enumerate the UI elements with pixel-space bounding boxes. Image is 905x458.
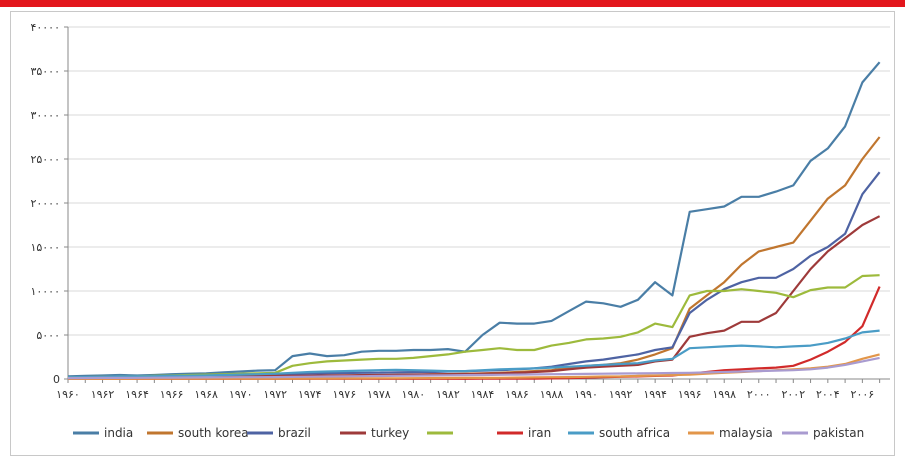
legend-label: turkey <box>371 426 409 440</box>
x-tick-label: ۱۹۶۴ <box>125 388 149 401</box>
x-tick-label: ۱۹۹۴ <box>643 388 667 401</box>
x-tick-label: ۱۹۸۴ <box>471 388 495 401</box>
series-line <box>67 61 881 378</box>
legend-label: pakistan <box>813 426 864 440</box>
x-tick-label: ۱۹۶۲ <box>91 388 115 401</box>
legend-label: malaysia <box>719 426 773 440</box>
gridlines <box>68 26 890 336</box>
y-tick-label: 0 <box>53 373 60 386</box>
y-tick-label: ۳۵۰۰۰ <box>30 65 60 78</box>
x-tick-label: ۱۹۷۲ <box>263 388 287 401</box>
series-line <box>68 286 881 380</box>
y-tick-labels: 0 ۵۰۰۰ ۱۰۰۰۰ ۱۵۰۰۰ ۲۰۰۰۰ ۲۵۰۰۰ ۳۰۰۰۰ ۳۵۰۰۰ ۴۰۰۰۰ <box>30 21 60 386</box>
legend-label: iran <box>528 426 551 440</box>
x-tick-label: ۱۹۸۰ <box>402 388 426 401</box>
x-tick-label: ۱۹۷۴ <box>298 388 322 401</box>
x-tick-label: ۱۹۹۶ <box>678 388 702 401</box>
x-tick-label: ۱۹۷۰ <box>229 388 253 401</box>
x-tick-label: ۱۹۷۶ <box>332 388 356 401</box>
legend-label: india <box>104 426 133 440</box>
x-tick-label: ۱۹۶۸ <box>194 388 218 401</box>
axes <box>64 26 890 383</box>
x-tick-labels: ۱۹۶۰ ۱۹۶۲ ۱۹۶۴ ۱۹۶۶ ۱۹۶۸ ۱۹۷۰ ۱۹۷۲ ۱۹۷۴ ۱۹۷۶ ۱۹۷۸… <box>56 388 874 401</box>
legend-label: brazil <box>278 426 311 440</box>
y-tick-label: ۱۵۰۰۰ <box>30 241 60 254</box>
legend: india south korea brazil turkey iran south af… <box>73 426 864 440</box>
x-tick-label: ۱۹۸۲ <box>436 388 460 401</box>
legend-label: south korea <box>178 426 249 440</box>
x-tick-label: ۱۹۶۰ <box>56 388 80 401</box>
y-tick-label: ۵۰۰۰ <box>36 329 60 342</box>
x-tick-label: ۲۰۰۲ <box>781 388 805 401</box>
series-line <box>67 356 880 380</box>
x-tick-label: ۱۹۶۶ <box>160 388 184 401</box>
series-line <box>67 215 881 380</box>
top-red-bar <box>0 0 905 7</box>
x-tick-label: ۱۹۷۸ <box>367 388 391 401</box>
series-line <box>67 329 880 379</box>
x-tick-label: ۱۹۸۶ <box>505 388 529 401</box>
x-tick-label: ۱۹۹۰ <box>574 388 598 401</box>
y-tick-label: ۲۰۰۰۰ <box>30 197 60 210</box>
y-tick-label: ۱۰۰۰۰ <box>30 285 60 298</box>
x-tick-label: ۲۰۰۶ <box>851 388 875 401</box>
y-tick-label: ۴۰۰۰۰ <box>30 21 60 34</box>
x-tick-label: ۲۰۰۰ <box>747 388 771 401</box>
x-tick-label: ۱۹۸۸ <box>540 388 564 401</box>
legend-label: south africa <box>599 426 670 440</box>
x-tick-label: ۱۹۹۲ <box>609 388 633 401</box>
chart-border <box>10 11 895 456</box>
y-tick-label: ۳۰۰۰۰ <box>30 109 60 122</box>
x-tick-label: ۱۹۹۸ <box>712 388 736 401</box>
series-lines <box>67 61 881 380</box>
x-tick-label: ۲۰۰۴ <box>816 388 840 401</box>
y-tick-label: ۲۵۰۰۰ <box>30 153 60 166</box>
